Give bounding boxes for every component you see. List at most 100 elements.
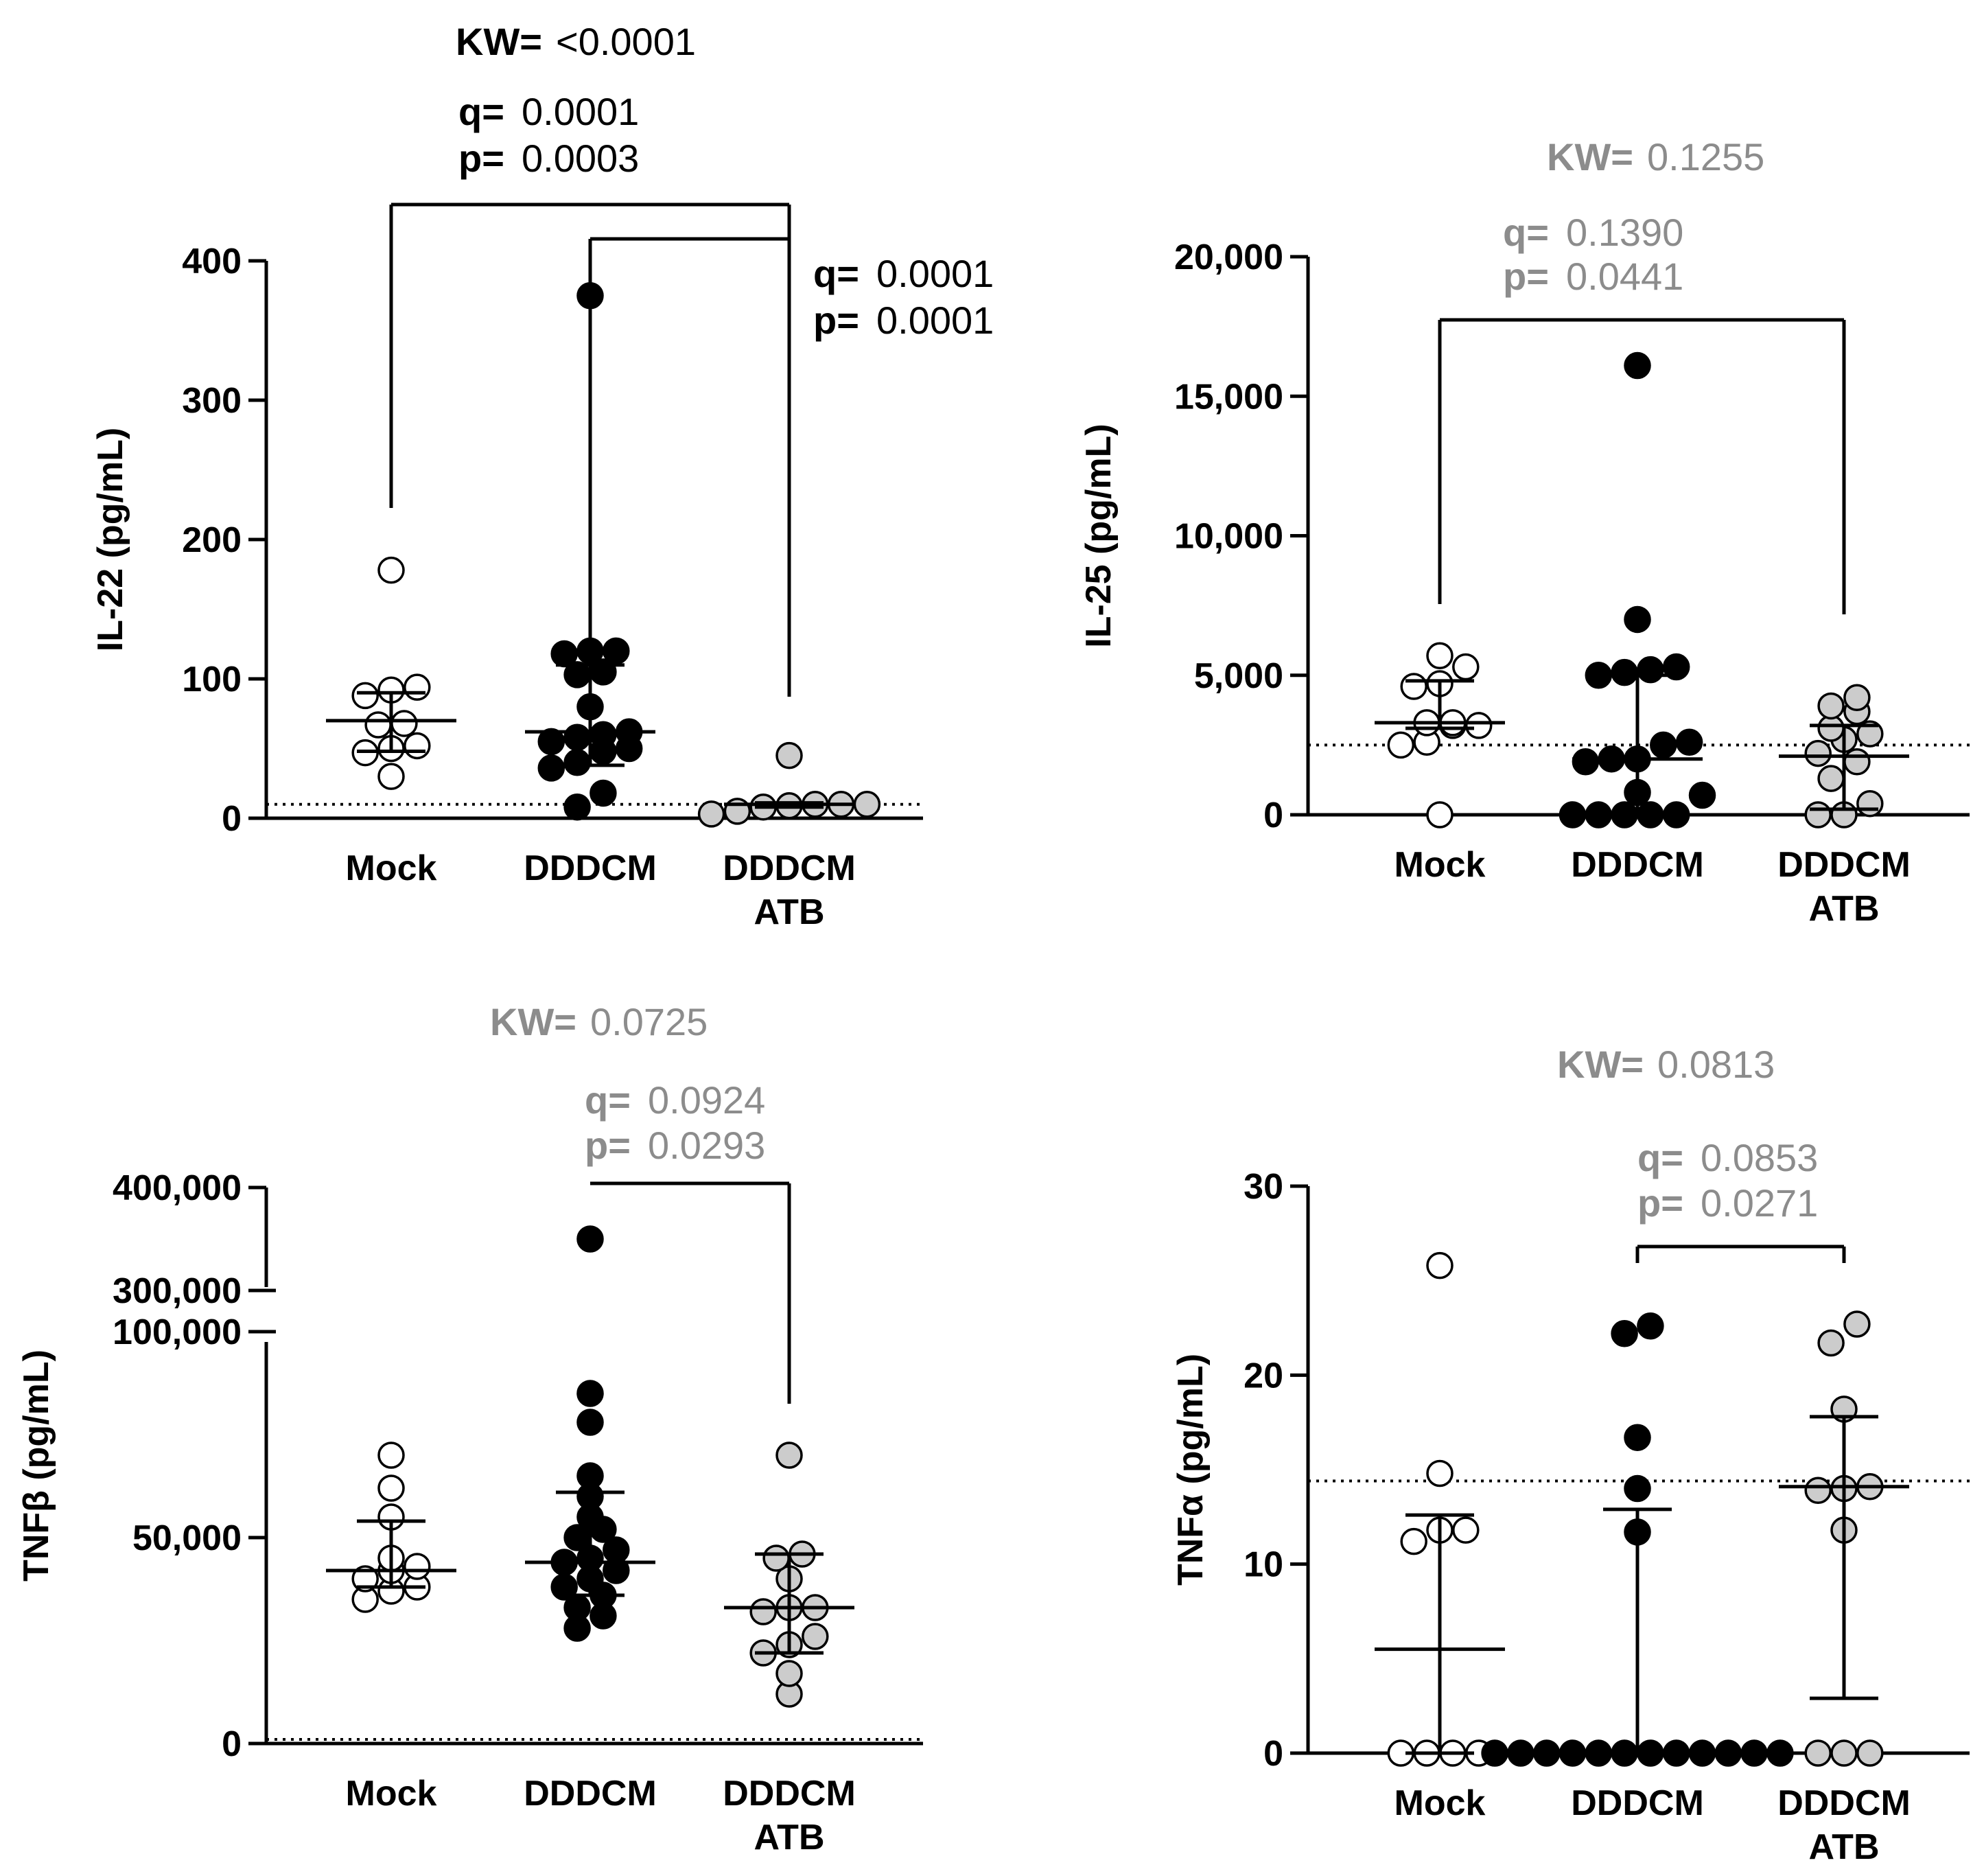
x-category-label: DDDCM	[723, 848, 856, 888]
data-point-mock	[1400, 673, 1427, 700]
data-point-dddcm	[1662, 653, 1690, 681]
data-point-dddcm	[1675, 728, 1703, 756]
data-point-dddcm-atb	[1856, 1739, 1884, 1767]
data-point-dddcm-atb	[762, 1544, 790, 1572]
kw-label: KW=	[1557, 1043, 1644, 1086]
kw-value: <0.0001	[556, 20, 696, 63]
data-point-dddcm	[1624, 351, 1651, 380]
y-tick-label: 300	[182, 381, 242, 421]
data-point-dddcm	[1740, 1739, 1768, 1767]
data-point-mock	[1426, 642, 1454, 670]
data-point-mock	[377, 1441, 405, 1469]
data-point-dddcm	[1611, 658, 1638, 686]
x-category-label: Mock	[1394, 845, 1486, 885]
data-point-mock	[364, 711, 392, 739]
data-point-dddcm-atb	[1843, 748, 1871, 776]
data-point-mock	[404, 1553, 431, 1580]
data-point-dddcm	[537, 728, 565, 756]
data-point-mock	[377, 1474, 405, 1502]
data-point-dddcm-atb	[1817, 692, 1845, 720]
x-category-label: ATB	[1808, 889, 1879, 929]
comparison-q-label: q=	[1503, 211, 1549, 254]
x-category-label: ATB	[1808, 1827, 1879, 1867]
y-tick-label: 300,000	[113, 1271, 242, 1311]
y-axis-label: TNFα (pg/mL)	[1171, 1354, 1211, 1586]
data-point-dddcm	[590, 721, 617, 748]
x-category-label: DDDCM	[1571, 1783, 1704, 1823]
data-point-dddcm	[1637, 656, 1664, 684]
comparison-p-label: p=	[458, 137, 504, 180]
data-point-mock	[1400, 1527, 1427, 1555]
comparison-q-value: 0.0853	[1701, 1136, 1818, 1179]
comparison-q-label: q=	[1637, 1136, 1683, 1179]
comparison-q-value: 0.0001	[876, 252, 994, 295]
data-point-mock	[351, 1565, 379, 1593]
comparison-p-value: 0.0441	[1566, 255, 1683, 298]
data-point-mock	[377, 556, 405, 584]
data-point-dddcm-atb	[1843, 1310, 1871, 1338]
data-point-mock	[404, 732, 431, 760]
comparison-p-label: p=	[1637, 1181, 1683, 1225]
kw-value: 0.0725	[590, 1000, 708, 1043]
data-point-dddcm-atb	[1804, 739, 1832, 767]
kw-value: 0.0813	[1657, 1043, 1775, 1086]
data-point-dddcm-atb	[1804, 1739, 1832, 1767]
data-point-mock	[390, 710, 418, 737]
y-tick-label: 100,000	[113, 1312, 242, 1352]
data-point-dddcm	[603, 637, 630, 665]
data-point-dddcm-atb	[749, 1598, 777, 1625]
comparison-p-value: 0.0001	[876, 299, 994, 342]
data-point-dddcm	[1650, 731, 1677, 759]
data-point-dddcm-atb	[1856, 720, 1884, 748]
data-point-dddcm-atb	[1817, 715, 1845, 742]
data-point-mock	[1464, 712, 1493, 739]
data-point-mock	[1426, 801, 1454, 829]
data-point-dddcm	[537, 754, 565, 782]
data-point-dddcm	[590, 779, 617, 807]
data-point-dddcm	[576, 1409, 604, 1436]
data-point-dddcm-atb	[1804, 801, 1832, 829]
x-category-label: DDDCM	[524, 1774, 657, 1814]
data-point-dddcm	[1532, 1739, 1561, 1767]
kw-label: KW=	[456, 20, 542, 63]
data-point-dddcm	[576, 1380, 604, 1407]
y-tick-label: 200	[182, 520, 242, 560]
data-point-dddcm	[1624, 1474, 1651, 1503]
comparison-p-value: 0.0271	[1701, 1181, 1818, 1225]
data-point-dddcm	[1624, 1424, 1651, 1451]
x-category-label: Mock	[346, 1774, 437, 1814]
data-point-dddcm	[563, 749, 591, 776]
kw-label: KW=	[1547, 135, 1633, 178]
data-point-mock	[1452, 1516, 1480, 1544]
data-point-dddcm-atb	[697, 800, 725, 828]
y-axis-label: IL-22 (pg/mL)	[91, 428, 130, 651]
x-category-label: DDDCM	[1777, 1783, 1911, 1823]
data-point-dddcm	[1688, 781, 1716, 809]
data-point-mock	[377, 763, 405, 790]
data-point-dddcm	[1624, 605, 1651, 634]
data-point-dddcm	[550, 640, 578, 668]
data-point-dddcm	[1507, 1739, 1534, 1767]
data-point-dddcm	[1714, 1739, 1742, 1767]
y-tick-label: 100	[182, 660, 242, 699]
comparison-q-value: 0.0924	[648, 1078, 765, 1122]
chart-il25: 0 5,000 10,000 15,000 20,000 IL-25 (pg/mL) Moc…	[1079, 135, 1970, 929]
data-point-mock	[1387, 731, 1415, 759]
comparison-q-value: 0.0001	[522, 90, 639, 133]
chart-il22: 0 100 200 300 400 IL-22 (pg/mL) Mock DDDCM DDDCM…	[91, 20, 994, 932]
data-point-dddcm-atb	[853, 790, 881, 818]
data-point-dddcm-atb	[1830, 1739, 1858, 1767]
y-tick-label: 0	[222, 799, 242, 839]
comparison-p-label: p=	[813, 299, 859, 342]
data-point-dddcm	[563, 723, 591, 752]
data-point-mock	[1426, 1251, 1454, 1279]
comparison-p-value: 0.0293	[648, 1124, 765, 1167]
comparison-q-label: q=	[585, 1078, 631, 1122]
comparison-p-value: 0.0003	[522, 137, 639, 180]
y-tick-label: 50,000	[132, 1518, 242, 1558]
y-tick-label: 20	[1244, 1356, 1283, 1396]
y-tick-label: 400,000	[113, 1168, 242, 1208]
y-tick-label: 15,000	[1174, 377, 1283, 417]
